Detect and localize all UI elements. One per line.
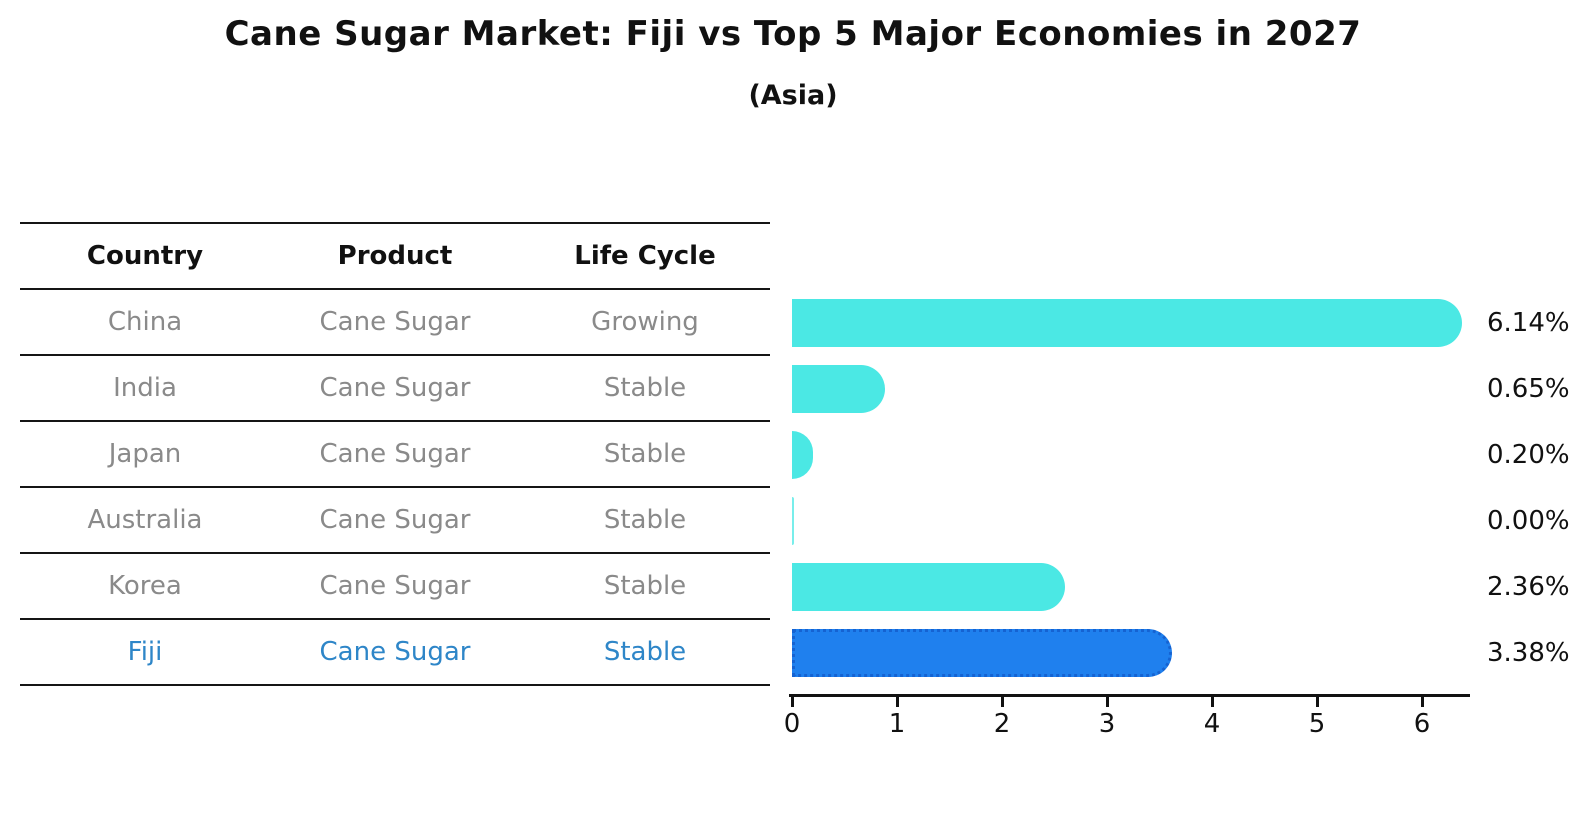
x-axis-tick-label: 4 [1203,709,1221,739]
x-axis-tick [1316,697,1319,707]
x-axis-tick-label: 3 [1098,709,1116,739]
value-label: 6.14% [1487,308,1570,338]
chart-title: Cane Sugar Market: Fiji vs Top 5 Major E… [224,14,1362,54]
table-row: Fiji Cane Sugar Stable [20,620,770,686]
cell-product: Cane Sugar [319,637,471,667]
cell-product: Cane Sugar [319,505,471,535]
table-header-row: Country Product Life Cycle [20,224,770,290]
country-table: Country Product Life Cycle China Cane Su… [20,222,770,686]
column-header-product: Product [337,241,453,271]
bar-fiji [792,629,1172,677]
chart-subtitle: (Asia) [748,80,838,111]
cell-product: Cane Sugar [319,439,471,469]
cell-country: Australia [87,505,203,535]
bar-china [792,299,1462,347]
cell-country: China [107,307,183,337]
cell-country: Fiji [127,637,163,667]
table-row: China Cane Sugar Growing [20,290,770,356]
x-axis-tick-label: 0 [783,709,801,739]
cell-country: Korea [108,571,182,601]
value-label: 0.65% [1487,374,1570,404]
cell-life-cycle: Growing [591,307,699,337]
value-label: 0.20% [1487,440,1570,470]
bar-korea [792,563,1065,611]
cell-life-cycle: Stable [603,373,687,403]
cell-country: India [113,373,177,403]
cell-product: Cane Sugar [319,373,471,403]
cell-product: Cane Sugar [319,307,471,337]
cell-life-cycle: Stable [603,439,687,469]
cell-product: Cane Sugar [319,571,471,601]
column-header-country: Country [86,241,204,271]
x-axis-tick [1211,697,1214,707]
table-row: Australia Cane Sugar Stable [20,488,770,554]
cell-life-cycle: Stable [603,571,687,601]
value-label: 2.36% [1487,572,1570,602]
x-axis-spine [789,694,1470,697]
x-axis-tick [1001,697,1004,707]
x-axis-tick-label: 6 [1413,709,1431,739]
value-label: 0.00% [1487,506,1570,536]
x-axis-tick [896,697,899,707]
cell-life-cycle: Stable [603,637,687,667]
x-axis-tick [791,697,794,707]
x-axis-tick-label: 2 [993,709,1011,739]
x-axis-tick-label: 1 [888,709,906,739]
x-axis-tick-label: 5 [1308,709,1326,739]
bar-japan [792,431,813,479]
table-row: Japan Cane Sugar Stable [20,422,770,488]
table-row: India Cane Sugar Stable [20,356,770,422]
x-axis-tick [1106,697,1109,707]
bar-india [792,365,885,413]
cell-life-cycle: Stable [603,505,687,535]
value-label: 3.38% [1487,638,1570,668]
cell-country: Japan [108,439,182,469]
bar-australia [792,497,794,545]
x-axis-tick [1421,697,1424,707]
column-header-life-cycle: Life Cycle [574,241,716,271]
table-row: Korea Cane Sugar Stable [20,554,770,620]
